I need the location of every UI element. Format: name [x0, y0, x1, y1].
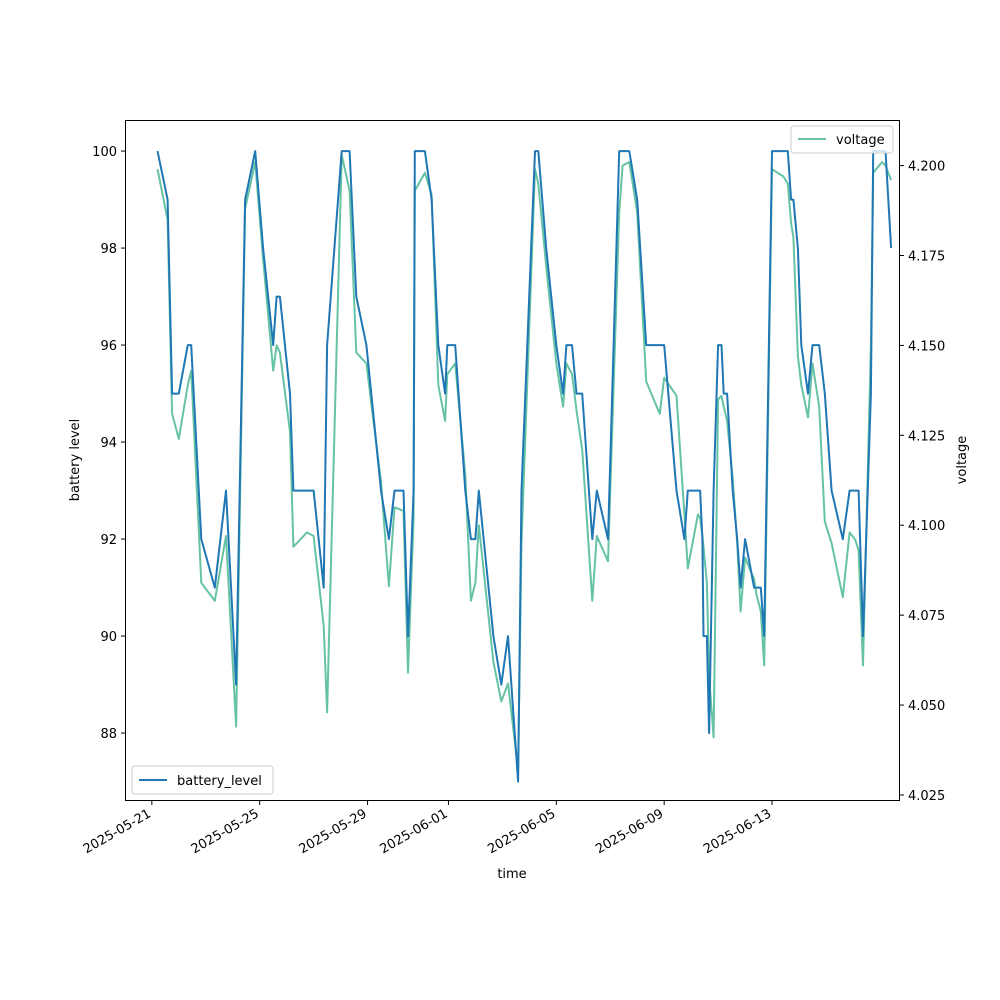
y-left-tick-label: 100: [92, 145, 117, 160]
y-axis-right-label: voltage: [955, 436, 970, 485]
plot-area: [156, 150, 893, 783]
y-axis-right: 4.025 4.050 4.075 4.100 4.125 4.150 4.175 4.200: [899, 160, 945, 804]
y-left-tick-label: 88: [100, 727, 117, 742]
axes-frame: [125, 120, 900, 801]
y-right-tick-label: 4.200: [908, 160, 945, 175]
legend-voltage: voltage: [790, 125, 894, 154]
legend-battery-box: [131, 765, 274, 795]
y-right-tick-label: 4.150: [908, 339, 945, 354]
y-left-tick-label: 92: [100, 533, 117, 548]
legend-battery: battery_level: [131, 765, 274, 795]
y-right-tick-label: 4.125: [908, 429, 945, 444]
y-left-tick-label: 96: [100, 339, 117, 354]
y-axis-left: 88 90 92 94 96 98 100: [92, 145, 126, 742]
x-axis-label: time: [497, 867, 526, 882]
y-left-tick-label: 98: [100, 242, 117, 257]
y-right-tick-label: 4.050: [908, 699, 945, 714]
y-left-tick-label: 90: [100, 630, 117, 645]
y-right-tick-label: 4.075: [908, 609, 945, 624]
y-right-tick-label: 4.175: [908, 250, 945, 265]
y-right-tick-label: 4.025: [908, 789, 945, 804]
series-line-voltage: [156, 153, 893, 771]
legend-voltage-box: [790, 125, 894, 154]
y-axis-left-label: battery level: [68, 419, 83, 502]
legend-voltage-label: voltage: [836, 133, 885, 148]
series-line-battery-level: [156, 150, 893, 783]
y-left-tick-label: 94: [100, 436, 117, 451]
y-right-tick-label: 4.100: [908, 519, 945, 534]
legend-battery-label: battery_level: [177, 774, 262, 789]
